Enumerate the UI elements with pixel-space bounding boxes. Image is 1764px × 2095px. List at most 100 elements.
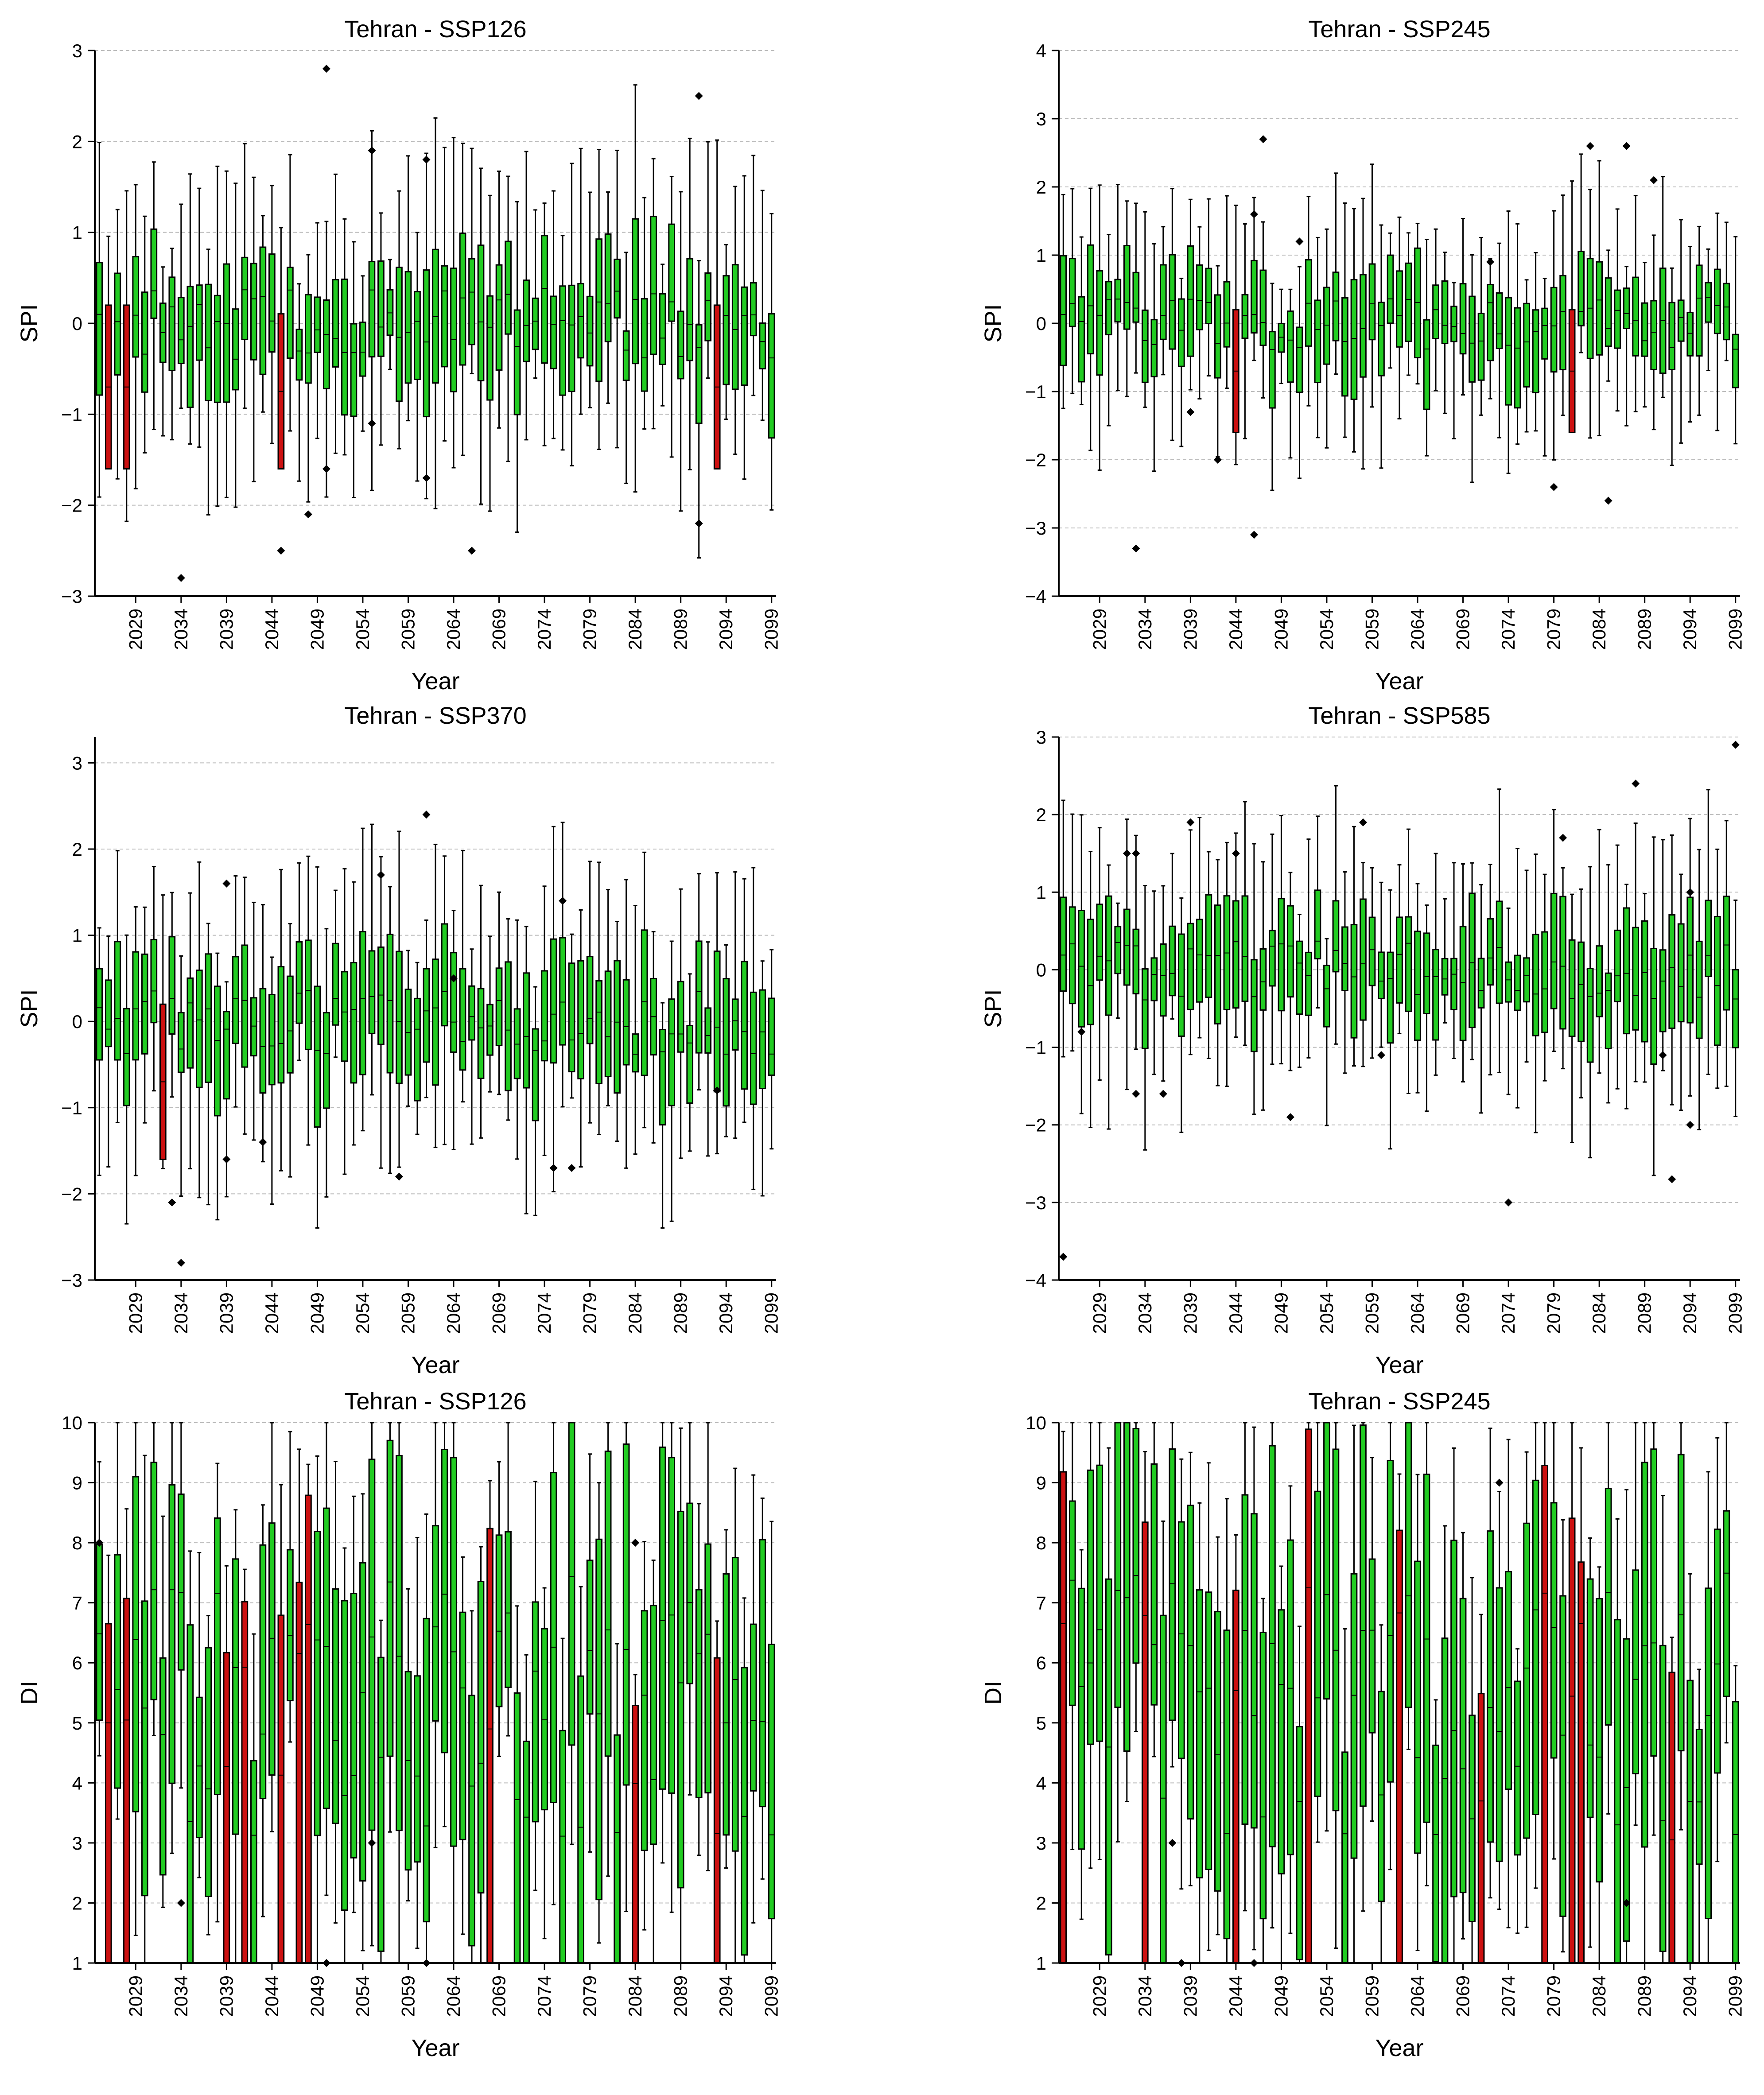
x-tick-label: 2084 [625,1292,645,1334]
y-tick-label: 2 [1036,1893,1046,1913]
outlier-point [1495,1478,1504,1487]
box-2087 [659,264,666,407]
box-red [1232,1589,1239,1964]
box-2062 [432,1422,439,1848]
outlier-point [1232,849,1240,857]
box-2062 [1396,216,1403,419]
box-2099 [768,949,775,1150]
y-tick-label: 3 [72,40,82,61]
box-2067 [1441,898,1449,1024]
box-green [568,1422,575,1746]
box-green [586,295,594,367]
x-tick-label: 2054 [352,609,373,650]
chart-title: Tehran - SSP370 [344,702,526,729]
box-2091 [1659,839,1667,1071]
box-green [441,1449,448,1754]
box-red [277,1614,285,1964]
box-red [713,1657,721,1964]
outlier-point [1186,408,1195,416]
box-2066 [468,147,475,375]
box-green [1296,326,1303,393]
box-green [205,1647,212,1897]
box-2049 [314,866,321,1229]
box-2086 [1614,1518,1621,1964]
box-green [323,299,330,389]
chart-panel-1: −3 −2 −1 0 1 2 3 2029 2034 2039 2044 2049 2054 2059 20… [16,16,782,694]
box-2041 [241,877,249,1135]
box-2028 [123,1508,130,1964]
chart-title: Tehran - SSP245 [1308,16,1490,43]
chart-title: Tehran - SSP245 [1308,1388,1490,1415]
box-green [1614,289,1621,349]
box-2056 [1341,871,1348,1074]
box-green [1368,263,1376,341]
box-2045 [1241,801,1249,1046]
box-green [622,979,630,1066]
box-green [614,960,621,1094]
outlier-point [1604,497,1612,505]
box-2074 [541,885,548,1156]
box-2051 [1296,914,1303,1068]
box-green [1568,939,1576,1037]
y-tick-label: 3 [1036,727,1046,748]
outlier-point [422,155,431,164]
box-green [1459,926,1467,1041]
box-green [650,1605,657,1845]
box-green [686,1502,694,1684]
box-green [1650,300,1658,370]
box-green [677,1510,684,1889]
box-2042 [1214,1536,1221,1936]
box-2047 [295,1448,303,1964]
box-2041 [241,1568,249,1964]
x-tick-label: 2099 [1725,1292,1746,1334]
box-2046 [287,1431,294,1743]
box-green [377,260,385,357]
box-green [1623,287,1630,330]
y-tick-label: 2 [72,131,82,152]
box-green [1686,896,1694,1024]
x-tick-label: 2044 [1225,1292,1246,1334]
box-2091 [1659,1495,1667,1964]
box-green [1414,247,1421,359]
y-axis-title: DI [980,1681,1006,1705]
box-2030 [141,215,148,454]
outlier-point [395,1172,403,1181]
box-2072 [1487,864,1494,1076]
box-2039 [1187,1451,1194,1886]
box-green [1723,1510,1730,1697]
x-tick-label: 2049 [307,1975,327,2017]
box-green [1605,1488,1612,1726]
box-2045 [277,869,285,1172]
box-green [305,939,312,1050]
box-red [1396,1529,1403,1964]
box-2032 [1123,200,1131,397]
box-green [96,1544,103,1721]
box-green [423,269,430,418]
box-green [250,263,257,361]
box-2092 [704,941,712,1157]
box-2097 [750,867,757,1190]
box-green [223,263,230,403]
box-2091 [1659,176,1667,398]
box-2028 [1087,187,1094,451]
box-2071 [1477,1614,1485,1964]
box-green [704,1007,712,1054]
outlier-point [1132,849,1140,857]
box-green [1723,896,1730,1011]
box-2049 [314,222,321,439]
box-2038 [214,1463,221,1923]
box-green [731,998,739,1051]
box-2036 [1159,1520,1167,1964]
x-tick-label: 2059 [1361,1975,1382,2017]
x-tick-label: 2064 [1407,1292,1428,1334]
box-green [641,929,648,1076]
box-green [1177,933,1185,1037]
box-green [314,985,321,1128]
box-green [550,1472,557,1803]
box-green [495,1534,503,1707]
box-green [468,1695,475,1947]
box-2087 [1623,1489,1630,1964]
box-2033 [168,1422,176,1854]
y-tick-label: 1 [1036,1953,1046,1974]
box-2088 [1632,195,1640,412]
